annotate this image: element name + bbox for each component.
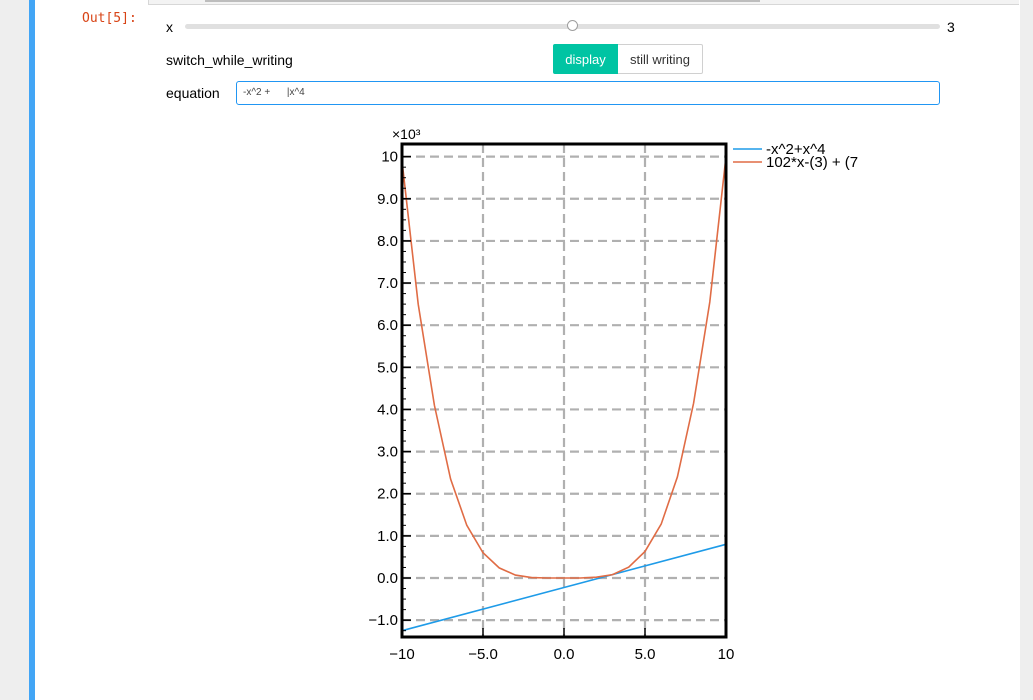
x-tick-label: 5.0	[635, 646, 656, 663]
cell-selection-bar[interactable]	[29, 0, 35, 700]
x-tick-label: −10	[389, 646, 414, 663]
plot-curves	[401, 156, 727, 632]
x-slider-handle[interactable]	[567, 20, 578, 31]
previous-output-scroll	[148, 0, 1019, 5]
y-tick-labels: −1.0 0.0 1.0 2.0 3.0 4.0 5.0 6.0 7.0 8.0 9.0 10	[368, 149, 398, 630]
still-writing-toggle-button[interactable]: still writing	[618, 44, 703, 74]
legend-label-2: 102*x-(3) + (7	[766, 154, 858, 171]
scrollbar-thumb[interactable]	[205, 0, 760, 2]
equation-input[interactable]: -x^2 + |x^4	[236, 81, 940, 105]
toggle-buttons: display still writing	[553, 44, 703, 74]
grid-lines	[400, 144, 728, 637]
toggle-label: switch_while_writing	[166, 52, 293, 68]
x-tick-label: −5.0	[468, 646, 498, 663]
y-tick-label: 2.0	[377, 486, 398, 503]
y-tick-label: 9.0	[377, 191, 398, 208]
output-prompt: Out[5]:	[82, 11, 137, 26]
x-tick-label: 0.0	[554, 646, 575, 663]
display-toggle-button[interactable]: display	[553, 44, 618, 74]
y-tick-label: −1.0	[368, 612, 398, 629]
equation-label: equation	[166, 85, 220, 101]
series-line-2	[401, 156, 727, 579]
legend-label-1: -x^2+x^4	[766, 141, 826, 158]
output-cell	[35, 0, 1020, 700]
y-tick-label: 10	[381, 149, 398, 166]
y-tick-label: 0.0	[377, 570, 398, 587]
slider-label: x	[166, 19, 173, 35]
x-tick-label: 10	[718, 646, 735, 663]
y-tick-label: 6.0	[377, 317, 398, 334]
x-tick-labels: −10 −5.0 0.0 5.0 10	[389, 646, 734, 663]
y-scale-label: ×10³	[392, 126, 421, 142]
axis-ticks	[401, 155, 727, 637]
plot: −1.0 0.0 1.0 2.0 3.0 4.0 5.0 6.0 7.0 8.0 9.0 10 −10…	[368, 126, 858, 663]
right-gutter	[1020, 0, 1033, 700]
page-gutter	[0, 0, 29, 700]
x-slider-track[interactable]	[185, 24, 940, 29]
y-tick-label: 1.0	[377, 528, 398, 545]
y-tick-label: 8.0	[377, 233, 398, 250]
y-tick-label: 7.0	[377, 275, 398, 292]
series-line-1	[401, 543, 727, 632]
y-tick-label: 4.0	[377, 401, 398, 418]
y-tick-label: 3.0	[377, 444, 398, 461]
y-tick-label: 5.0	[377, 359, 398, 376]
slider-value: 3	[947, 19, 955, 35]
